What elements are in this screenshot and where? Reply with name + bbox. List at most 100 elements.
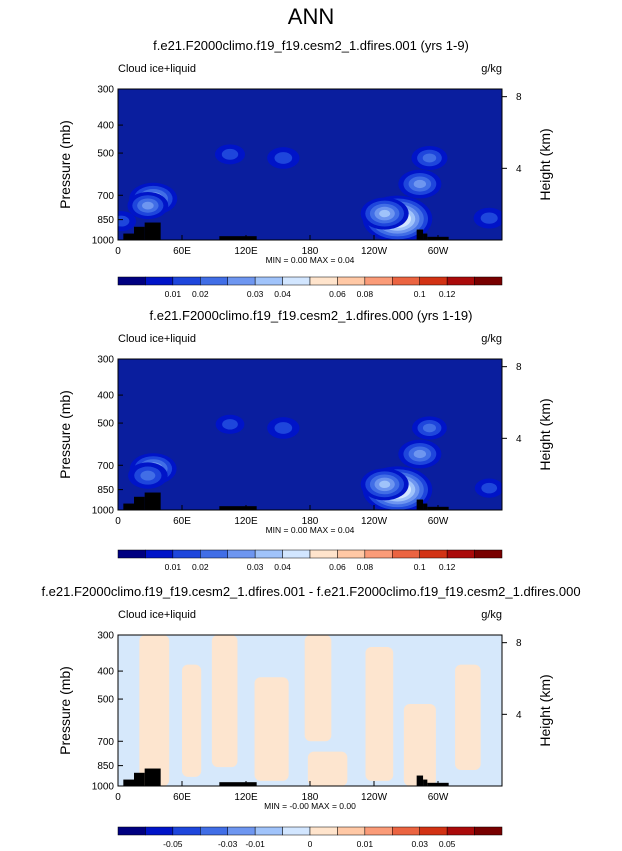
colorbar-swatch	[474, 276, 503, 286]
colorbar-swatch	[364, 826, 393, 836]
y-tick-label: 850	[97, 485, 114, 496]
colorbar-label: 0.04	[274, 562, 291, 572]
colorbar-swatch	[364, 276, 393, 286]
right-axis-title: Height (km)	[537, 128, 553, 200]
diff-positive-region-2	[211, 635, 238, 768]
colorbar-swatch	[282, 826, 311, 836]
colorbar-label: 0.03	[411, 839, 428, 849]
y-axis-title: Pressure (mb)	[57, 120, 73, 209]
colorbar-label: 0.02	[192, 289, 209, 299]
colorbar-swatch	[309, 826, 338, 836]
colorbar-label: -0.05	[163, 839, 183, 849]
colorbar-label: 0.02	[192, 562, 209, 572]
y-tick-label: 400	[97, 667, 114, 678]
colorbar: 0.01 0.02 0.03 0.04 0.06 0.08 0.1 0.12	[117, 549, 503, 572]
colorbar-swatch	[227, 276, 256, 286]
terrain-block-1	[134, 496, 145, 510]
colorbar-swatch	[117, 826, 146, 836]
x-tick-label: 120E	[234, 246, 258, 257]
colorbar-swatch	[254, 826, 283, 836]
colorbar-swatch	[145, 826, 174, 836]
colorbar-swatch	[446, 826, 475, 836]
colorbar-label: 0.03	[247, 562, 264, 572]
x-tick-label: 60W	[428, 516, 449, 527]
terrain-block-2	[144, 492, 161, 510]
variable-label: Cloud ice+liquid	[118, 63, 196, 75]
contour-feature-8	[480, 212, 498, 224]
panel-2: f.e21.F2000climo.f19_f19.cesm2_1.dfires.…	[57, 308, 553, 572]
units-label: g/kg	[481, 609, 502, 621]
diff-positive-region-3	[254, 677, 289, 781]
y-tick-label: 700	[97, 191, 114, 202]
contour-feature-1	[140, 470, 156, 481]
terrain-block-3	[219, 236, 257, 240]
colorbar-swatch	[200, 826, 228, 836]
colorbar-swatch	[474, 826, 503, 836]
contour-feature-7	[422, 423, 436, 433]
terrain-block-1	[134, 772, 145, 786]
y-tick-label: 1000	[92, 236, 115, 247]
plot-area	[118, 359, 502, 510]
contour-feature-3	[274, 152, 293, 164]
colorbar-label: 0.1	[414, 562, 426, 572]
terrain-block-5	[423, 779, 428, 786]
colorbar-label: 0.01	[165, 289, 182, 299]
colorbar-swatch	[117, 276, 146, 286]
terrain-block-2	[144, 768, 161, 786]
y-tick-label: 300	[97, 355, 114, 366]
x-tick-label: 120E	[234, 792, 258, 803]
colorbar-swatch	[337, 549, 366, 559]
diff-positive-region-5	[307, 751, 348, 786]
terrain-block-3	[219, 506, 257, 510]
colorbar-label: 0.06	[329, 289, 346, 299]
colorbar-label: 0.1	[414, 289, 426, 299]
y-tick-label: 400	[97, 121, 114, 132]
terrain-block-4	[416, 229, 424, 240]
y-tick-label: 300	[97, 631, 114, 642]
min-max-stats: MIN = 0.00 MAX = 0.04	[266, 525, 355, 535]
x-tick-label: 60W	[428, 792, 449, 803]
contour-feature-1	[142, 201, 154, 210]
x-tick-label: 120W	[361, 246, 388, 257]
page-title: ANN	[288, 4, 334, 29]
x-tick-label: 180	[302, 792, 319, 803]
diff-positive-region-8	[455, 664, 481, 770]
y-tick-label: 500	[97, 695, 114, 706]
colorbar-label: 0.05	[439, 839, 456, 849]
x-tick-label: 120W	[361, 516, 388, 527]
colorbar-swatch	[337, 826, 366, 836]
y-tick-label: 500	[97, 149, 114, 160]
height-tick-label: 8	[516, 92, 522, 103]
colorbar-label: 0.06	[329, 562, 346, 572]
terrain-block-0	[123, 779, 134, 786]
min-max-stats: MIN = -0.00 MAX = 0.00	[264, 801, 356, 811]
contour-feature-5	[379, 209, 391, 218]
y-tick-label: 1000	[92, 782, 115, 793]
plot-area	[118, 89, 502, 240]
contour-feature-7	[422, 153, 437, 163]
variable-label: Cloud ice+liquid	[118, 333, 196, 345]
colorbar-label: -0.01	[245, 839, 265, 849]
y-tick-label: 300	[97, 85, 114, 96]
x-tick-label: 180	[302, 516, 319, 527]
colorbar-label: 0.12	[439, 562, 456, 572]
x-tick-label: 180	[302, 246, 319, 257]
colorbar-label: 0.08	[357, 562, 374, 572]
terrain-block-0	[123, 503, 134, 510]
x-tick-label: 120W	[361, 792, 388, 803]
contour-feature-6	[413, 179, 427, 189]
diff-positive-region-4	[304, 635, 332, 742]
colorbar-swatch	[419, 276, 448, 286]
x-tick-label: 60E	[173, 516, 191, 527]
colorbar-swatch	[392, 826, 420, 836]
colorbar-swatch	[392, 549, 420, 559]
colorbar-swatch	[200, 276, 228, 286]
contour-feature-2	[222, 419, 238, 430]
colorbar-label: 0.01	[357, 839, 374, 849]
colorbar-swatch	[309, 276, 338, 286]
y-axis-title: Pressure (mb)	[57, 666, 73, 755]
y-tick-label: 700	[97, 737, 114, 748]
y-tick-label: 500	[97, 419, 114, 430]
colorbar-swatch	[337, 276, 366, 286]
height-tick-label: 4	[516, 434, 522, 445]
